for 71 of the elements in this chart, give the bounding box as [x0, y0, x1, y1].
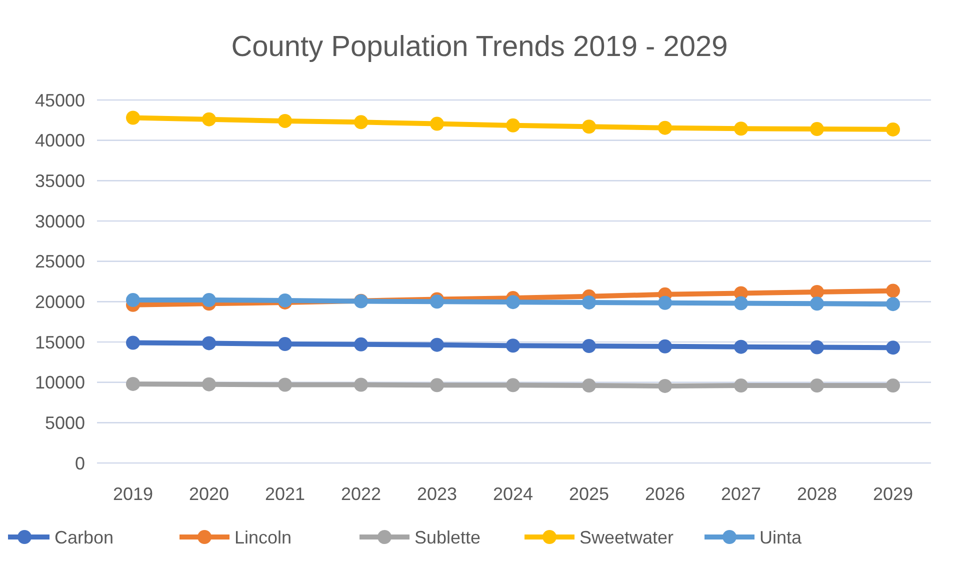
y-tick-label: 0: [74, 453, 85, 474]
point: [886, 297, 900, 312]
x-tick-label: 2027: [720, 484, 762, 504]
legend-label: Sublette: [414, 527, 481, 548]
point: [126, 336, 140, 350]
point: [810, 340, 824, 354]
x-tick-label: 2026: [644, 484, 686, 504]
point: [354, 378, 368, 392]
point: [582, 339, 596, 354]
point: [886, 378, 900, 393]
y-tick-label: 40000: [34, 130, 85, 151]
point: [658, 296, 672, 310]
x-tick-label: 2025: [568, 484, 610, 504]
point: [658, 339, 672, 354]
point: [734, 122, 748, 136]
point: [506, 378, 520, 392]
point: [430, 116, 444, 131]
legend-label: Lincoln: [234, 527, 292, 548]
y-tick-label: 5000: [44, 412, 85, 433]
point: [582, 295, 596, 310]
point: [430, 378, 444, 392]
x-tick-label: 2024: [492, 484, 534, 504]
y-tick-label: 20000: [34, 292, 85, 312]
point: [658, 378, 672, 393]
legend-label: Sweetwater: [580, 527, 674, 548]
legend-label: Uinta: [760, 527, 803, 548]
point: [354, 337, 368, 352]
point: [582, 378, 596, 393]
point: [202, 112, 216, 126]
point: [506, 118, 520, 132]
y-tick-label: 10000: [34, 372, 85, 393]
legend-label: Carbon: [54, 527, 114, 548]
point: [202, 336, 216, 350]
x-tick-label: 2021: [264, 484, 306, 504]
y-tick-label: 45000: [34, 90, 85, 110]
point: [734, 296, 748, 310]
point: [810, 378, 824, 393]
point: [430, 294, 444, 309]
point: [810, 122, 824, 136]
point: [886, 122, 900, 136]
point: [734, 340, 748, 354]
y-tick-label: 35000: [34, 170, 85, 191]
x-tick-label: 2019: [112, 484, 154, 504]
x-tick-label: 2028: [796, 484, 838, 504]
point: [886, 284, 900, 298]
point: [658, 120, 672, 135]
x-tick-label: 2023: [416, 484, 458, 504]
point: [506, 295, 520, 310]
point: [278, 378, 292, 392]
point: [506, 338, 520, 353]
point: [278, 114, 292, 128]
point: [734, 378, 748, 393]
x-tick-label: 2029: [872, 484, 914, 504]
point: [202, 293, 216, 308]
chart-title: County Population Trends 2019 - 2029: [231, 31, 728, 63]
point: [126, 376, 140, 391]
point: [126, 110, 140, 125]
point: [202, 377, 216, 392]
point: [886, 340, 900, 355]
point: [810, 284, 824, 299]
point: [810, 296, 824, 311]
point: [354, 115, 368, 130]
point: [126, 293, 140, 308]
y-tick-label: 25000: [34, 252, 85, 272]
y-tick-label: 30000: [34, 211, 85, 232]
y-tick-label: 15000: [34, 332, 85, 352]
point: [582, 120, 596, 134]
point: [430, 338, 444, 352]
x-tick-label: 2022: [340, 484, 382, 504]
point: [278, 337, 292, 352]
x-tick-label: 2020: [188, 484, 230, 504]
